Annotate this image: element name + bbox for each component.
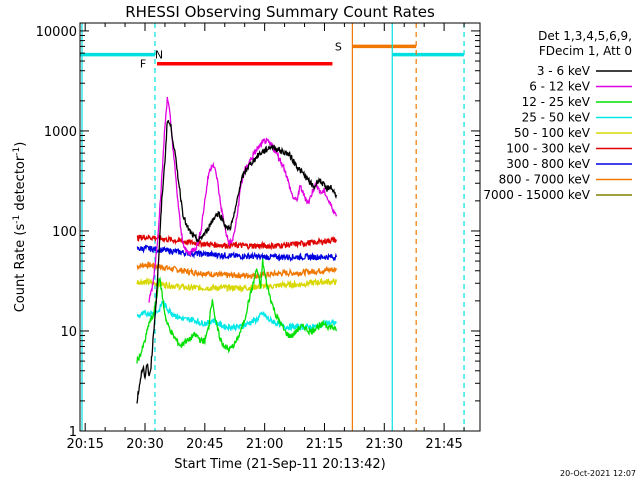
- legend-entry-label: 25 - 50 keV: [522, 111, 591, 125]
- legend-entry-label: 7000 - 15000 keV: [483, 188, 590, 202]
- y-axis-label-exp2: -1: [12, 147, 22, 156]
- y-tick-label: 10: [60, 325, 77, 340]
- legend-header-decimation: FDecim 1, Att 0: [539, 44, 632, 58]
- series-line: [136, 244, 338, 262]
- x-tick-label: 21:45: [425, 437, 462, 452]
- x-tick-label: 21:00: [246, 437, 283, 452]
- x-tick-label: 20:30: [126, 437, 163, 452]
- x-axis-label: Start Time (21-Sep-11 20:13:42): [174, 457, 385, 472]
- x-tick-label: 21:30: [366, 437, 403, 452]
- y-tick-label: 1: [69, 425, 77, 440]
- axis-ticks: 20:15 20:30 20:45 21:00 21:15 21:30 21:45 1 10 10…: [36, 23, 480, 452]
- y-axis-label-end: ): [13, 142, 28, 147]
- y-tick-label: 10000: [36, 25, 77, 40]
- legend-entry-label: 100 - 300 keV: [506, 142, 590, 156]
- y-axis-label: Count Rate (s-1 detector-1): [12, 142, 28, 313]
- series-line: [136, 233, 338, 251]
- series-line: [136, 261, 338, 280]
- series-line: [136, 258, 338, 364]
- render-timestamp: 20-Oct-2021 12:07: [560, 469, 636, 478]
- flag-label: S: [335, 40, 342, 53]
- plot-frame: [79, 22, 481, 432]
- legend: Det 1,3,4,5,6,9, FDecim 1, Att 0 3 - 6 k…: [483, 29, 632, 202]
- y-axis-label-exp1: -1: [12, 215, 22, 224]
- legend-entry-label: 800 - 7000 keV: [499, 173, 591, 187]
- flag-label: F: [140, 58, 146, 71]
- vertical-markers: [81, 23, 465, 431]
- y-tick-label: 1000: [44, 125, 77, 140]
- legend-entry-label: 300 - 800 keV: [506, 157, 590, 171]
- legend-entry-label: 3 - 6 keV: [537, 64, 591, 78]
- series-line: [136, 119, 338, 404]
- series-line: [148, 96, 338, 303]
- series-line: [136, 299, 337, 332]
- flag-label: N: [155, 49, 163, 62]
- legend-entry-label: 50 - 100 keV: [514, 126, 591, 140]
- legend-header-detectors: Det 1,3,4,5,6,9,: [538, 29, 632, 43]
- series-line: [136, 276, 338, 294]
- legend-entry-label: 12 - 25 keV: [522, 95, 591, 109]
- x-tick-label: 21:15: [306, 437, 343, 452]
- y-axis-label-main: Count Rate (s: [13, 224, 28, 313]
- y-tick-label: 100: [52, 225, 77, 240]
- legend-entry-label: 6 - 12 keV: [529, 80, 591, 94]
- flags-layer: NF S: [80, 40, 465, 71]
- y-axis-label-mid: detector: [13, 155, 28, 215]
- series-layer: [136, 96, 338, 404]
- x-tick-label: 20:45: [186, 437, 223, 452]
- x-tick-label: 20:15: [66, 437, 103, 452]
- chart-title: RHESSI Observing Summary Count Rates: [125, 3, 435, 21]
